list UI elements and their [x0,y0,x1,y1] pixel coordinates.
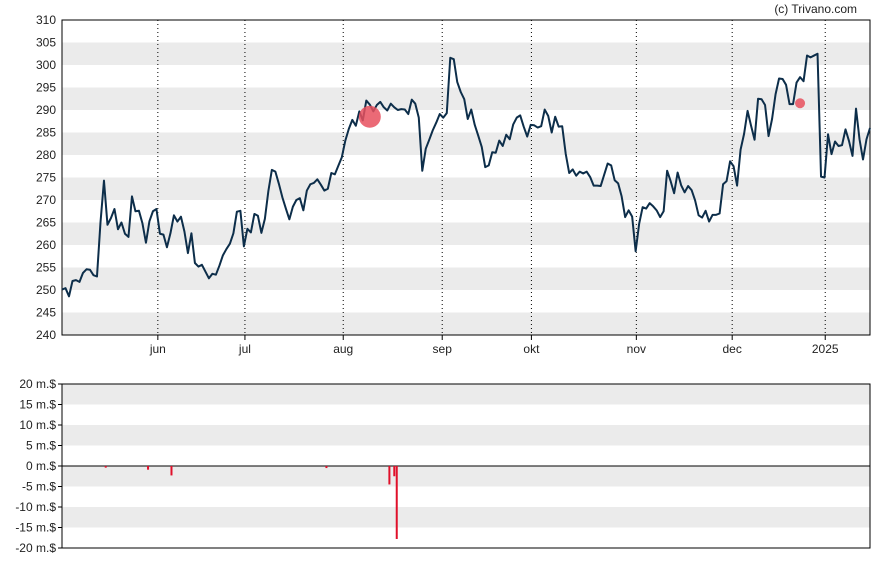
price-x-tick-label: okt [523,342,540,356]
price-line [61,52,871,298]
price-y-tick-label: 240 [36,328,56,342]
price-y-tick-label: 300 [36,58,56,72]
volume-y-tick-label: 15 m.$ [19,398,56,412]
volume-y-tick-label: 10 m.$ [19,418,56,432]
volume-bar [388,466,391,485]
price-y-tick-label: 310 [36,13,56,27]
price-markers [358,98,806,128]
price-x-tick-label: 2025 [812,342,839,356]
volume-bar [395,466,398,539]
price-x-tick-label: jun [149,342,166,356]
volume-band [62,425,870,446]
price-y-tick-labels: 310 305 300 295 290 285 280 275 270 265 260 255 250 2… [36,13,56,342]
volume-axes [61,383,871,549]
price-band [62,222,870,245]
volume-bar [147,466,150,470]
volume-panel: 20 m.$ 15 m.$ 10 m.$ 5 m.$ 0 m.$ -5 m.$ -10 m.… [15,377,871,555]
volume-y-tick-label: -10 m.$ [15,500,56,514]
price-x-tick-label: aug [333,342,353,356]
volume-bar [104,466,107,468]
price-x-tick-label: jul [238,342,251,356]
price-y-tick-label: 265 [36,216,56,230]
price-y-tick-label: 295 [36,81,56,95]
price-panel: 310 305 300 295 290 285 280 275 270 265 260 255 250 2… [36,13,871,356]
price-frame [61,19,871,336]
price-y-tick-label: 305 [36,36,56,50]
event-marker [795,98,806,109]
event-marker [358,105,381,128]
price-band [62,312,870,335]
volume-y-tick-label: 0 m.$ [26,459,56,473]
price-x-tick-label: dec [723,342,742,356]
price-x-tick-label: nov [627,342,646,356]
volume-y-tick-label: 20 m.$ [19,377,56,391]
volume-band [62,507,870,528]
price-axes [61,19,871,336]
price-y-tick-label: 270 [36,193,56,207]
price-band [62,177,870,200]
volume-bands [62,384,870,528]
volume-y-tick-labels: 20 m.$ 15 m.$ 10 m.$ 5 m.$ 0 m.$ -5 m.$ -10 m.… [15,377,62,555]
price-y-tick-label: 275 [36,171,56,185]
volume-bar [325,466,328,469]
volume-y-tick-label: -15 m.$ [15,521,56,535]
volume-bar [170,466,173,476]
price-y-tick-label: 255 [36,261,56,275]
price-x-tick-labels: junjulaugsepoktnovdec2025febmrtapr [149,335,839,356]
price-y-tick-label: 280 [36,148,56,162]
volume-y-tick-label: 5 m.$ [26,439,56,453]
credit-label: (c) Trivano.com [774,2,857,16]
volume-band [62,384,870,405]
price-y-tick-label: 250 [36,283,56,297]
volume-bars [104,466,398,539]
price-bands [62,42,870,335]
price-y-tick-label: 290 [36,103,56,117]
price-x-tick-label: sep [433,342,453,356]
volume-band [62,466,870,487]
volume-y-tick-label: -20 m.$ [15,541,56,555]
price-band [62,42,870,65]
price-band [62,267,870,290]
price-band [62,132,870,155]
price-y-tick-label: 245 [36,306,56,320]
volume-y-tick-label: -5 m.$ [22,480,56,494]
price-line-group [61,52,871,298]
price-y-tick-label: 260 [36,238,56,252]
price-y-tick-label: 285 [36,126,56,140]
volume-bar [393,466,396,477]
price-band [62,87,870,110]
price-vertical-grid [157,20,826,335]
